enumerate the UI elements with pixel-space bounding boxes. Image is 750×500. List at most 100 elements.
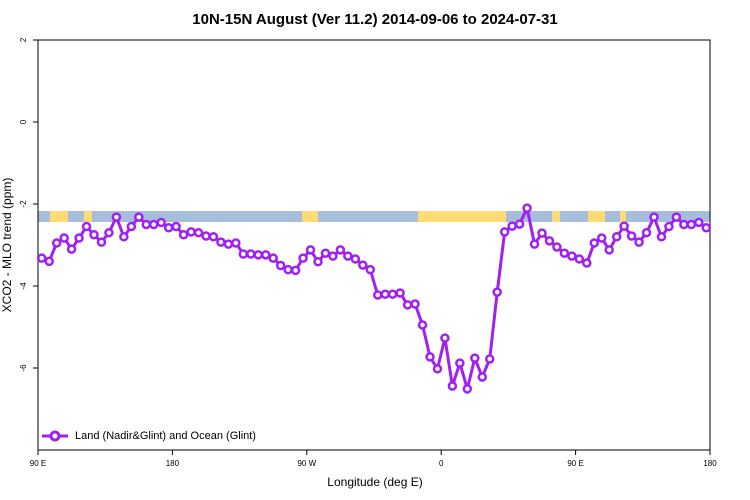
data-point <box>163 223 174 233</box>
data-point <box>134 212 144 222</box>
data-point <box>507 221 517 231</box>
data-point <box>440 333 450 343</box>
data-point <box>641 227 652 238</box>
data-point <box>51 238 62 248</box>
data-point <box>694 217 704 228</box>
data-point <box>395 288 405 298</box>
data-point <box>626 231 637 241</box>
data-point <box>544 236 555 246</box>
data-point <box>425 352 435 362</box>
data-point <box>477 372 488 382</box>
land-patch <box>302 211 318 222</box>
x-tick-label: 90 E <box>567 459 583 468</box>
data-point <box>126 221 137 232</box>
data-point <box>447 381 458 391</box>
data-point <box>36 253 47 263</box>
data-point <box>387 289 398 299</box>
x-tick-label: 90 W <box>297 459 316 468</box>
data-point <box>320 248 331 258</box>
x-axis-label: Longitude (deg E) <box>327 475 422 489</box>
data-point <box>231 238 241 248</box>
data-point <box>358 260 368 270</box>
land-patch <box>552 211 560 222</box>
data-point <box>567 251 577 261</box>
legend-marker <box>49 430 61 442</box>
data-point <box>141 219 152 230</box>
data-point <box>111 212 122 222</box>
data-point <box>283 264 293 275</box>
data-point <box>529 239 540 249</box>
data-point <box>171 221 181 232</box>
data-point <box>119 232 129 242</box>
data-point <box>66 244 77 254</box>
data-point <box>559 248 570 258</box>
data-point <box>186 227 196 237</box>
data-point <box>499 227 510 237</box>
data-point <box>343 251 353 261</box>
data-point <box>574 254 585 264</box>
data-point <box>216 237 226 247</box>
y-tick-label: -6 <box>19 364 28 372</box>
data-point <box>104 227 114 238</box>
chart-title: 10N-15N August (Ver 11.2) 2014-09-06 to … <box>192 11 557 28</box>
data-point <box>290 265 301 276</box>
land-patch <box>84 211 92 222</box>
plot-frame <box>37 39 711 451</box>
data-point <box>656 232 667 242</box>
data-point <box>686 219 697 230</box>
data-point <box>96 237 107 247</box>
data-point <box>462 384 473 394</box>
y-tick-label: -2 <box>19 200 28 208</box>
x-tick-label: 90 E <box>30 459 46 468</box>
data-point <box>537 228 547 238</box>
x-tick-label: 180 <box>703 459 717 468</box>
data-point <box>470 353 480 363</box>
series-line <box>41 203 708 395</box>
data-point <box>589 238 600 248</box>
y-tick-label: 2 <box>19 37 28 42</box>
data-point <box>671 212 682 222</box>
data-point <box>492 287 502 297</box>
land-mask <box>38 211 710 222</box>
y-tick-label: 0 <box>19 119 28 124</box>
land-patch <box>418 211 506 222</box>
data-point <box>514 219 525 229</box>
data-point <box>611 232 622 242</box>
data-point <box>328 251 338 261</box>
data-point <box>596 233 607 243</box>
data-point <box>365 264 376 275</box>
legend: Land (Nadir&Glint) and Ocean (Glint) <box>42 430 256 442</box>
data-point <box>89 230 99 240</box>
data-point <box>313 257 323 267</box>
data-point <box>402 300 413 310</box>
x-tick-label: 0 <box>439 459 444 468</box>
data-point <box>634 237 644 247</box>
data-point <box>372 290 383 300</box>
data-point <box>275 260 286 271</box>
data-point <box>44 256 54 267</box>
land-patch <box>50 211 68 222</box>
legend-label: Land (Nadir&Glint) and Ocean (Glint) <box>75 430 256 442</box>
data-point <box>582 258 592 268</box>
data-point <box>619 221 629 231</box>
data-point <box>268 253 278 263</box>
data-point <box>81 221 92 232</box>
data-point <box>260 250 271 260</box>
data-point <box>156 217 166 228</box>
data-point <box>664 221 674 232</box>
data-point <box>679 219 689 230</box>
data-point <box>253 250 264 260</box>
data-point <box>417 320 428 330</box>
data-point <box>552 242 562 252</box>
data-point <box>193 227 204 238</box>
data-point <box>59 233 69 243</box>
data-point <box>74 233 84 243</box>
data-point <box>208 232 219 242</box>
data-point <box>238 249 249 259</box>
data-point <box>305 245 316 255</box>
data-point <box>522 203 532 213</box>
data-point <box>701 223 712 233</box>
land-patch <box>588 211 605 222</box>
land-patch <box>620 211 626 222</box>
